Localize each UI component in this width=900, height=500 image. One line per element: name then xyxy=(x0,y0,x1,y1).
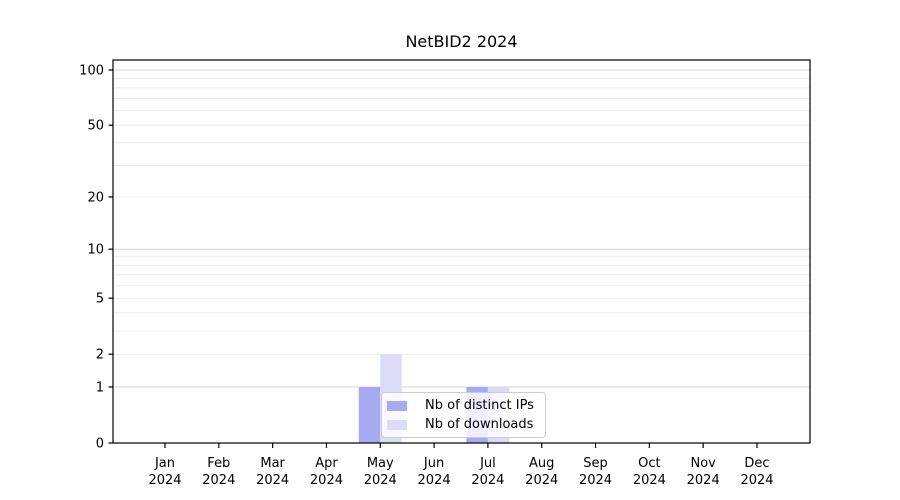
y-tick-label: 10 xyxy=(87,243,104,258)
legend-swatch-downloads-icon xyxy=(387,419,407,430)
x-tick-label-month: Mar xyxy=(260,456,285,471)
x-tick-label-year: 2024 xyxy=(364,473,397,488)
x-tick-label-year: 2024 xyxy=(148,473,181,488)
x-tick-label-year: 2024 xyxy=(740,473,773,488)
x-tick-label-month: Sep xyxy=(583,456,608,471)
legend-label-distinct-ips: Nb of distinct IPs xyxy=(425,398,534,413)
x-tick-label-year: 2024 xyxy=(525,473,558,488)
x-tick-label-month: Jun xyxy=(423,456,444,471)
x-tick-label-year: 2024 xyxy=(579,473,612,488)
bar-distinct-ips-may xyxy=(358,386,381,443)
y-tick-label: 1 xyxy=(96,380,104,395)
plot-frame xyxy=(112,59,811,444)
x-tick-label-year: 2024 xyxy=(310,473,343,488)
x-tick-label-month: Jul xyxy=(479,456,496,471)
x-tick-label-year: 2024 xyxy=(471,473,504,488)
x-tick-label-month: Oct xyxy=(638,456,660,471)
y-tick-label: 5 xyxy=(96,292,104,307)
y-tick-label: 0 xyxy=(96,437,104,452)
x-tick-label-month: Apr xyxy=(315,456,338,471)
x-tick-label-year: 2024 xyxy=(256,473,289,488)
y-tick-label: 20 xyxy=(87,190,104,205)
x-tick-label-year: 2024 xyxy=(418,473,451,488)
chart-legend: Nb of distinct IPs Nb of downloads xyxy=(381,392,546,438)
y-tick-label: 2 xyxy=(96,348,104,363)
x-tick-label-month: Jan xyxy=(154,456,175,471)
legend-item-downloads: Nb of downloads xyxy=(387,417,545,432)
x-tick-label-month: Nov xyxy=(690,456,716,471)
x-tick-label-month: Aug xyxy=(529,456,554,471)
x-tick-label-month: Feb xyxy=(207,456,230,471)
legend-item-distinct-ips: Nb of distinct IPs xyxy=(387,398,545,413)
chart-title: NetBID2 2024 xyxy=(405,32,518,51)
x-tick-label-year: 2024 xyxy=(202,473,235,488)
legend-label-downloads: Nb of downloads xyxy=(425,417,534,432)
x-tick-label-month: Dec xyxy=(744,456,769,471)
x-tick-label-year: 2024 xyxy=(687,473,720,488)
x-tick-label-year: 2024 xyxy=(633,473,666,488)
y-tick-label: 50 xyxy=(87,119,104,134)
x-tick-label-month: May xyxy=(367,456,394,471)
legend-swatch-distinct-ips-icon xyxy=(387,400,407,411)
y-tick-label: 100 xyxy=(79,64,104,79)
